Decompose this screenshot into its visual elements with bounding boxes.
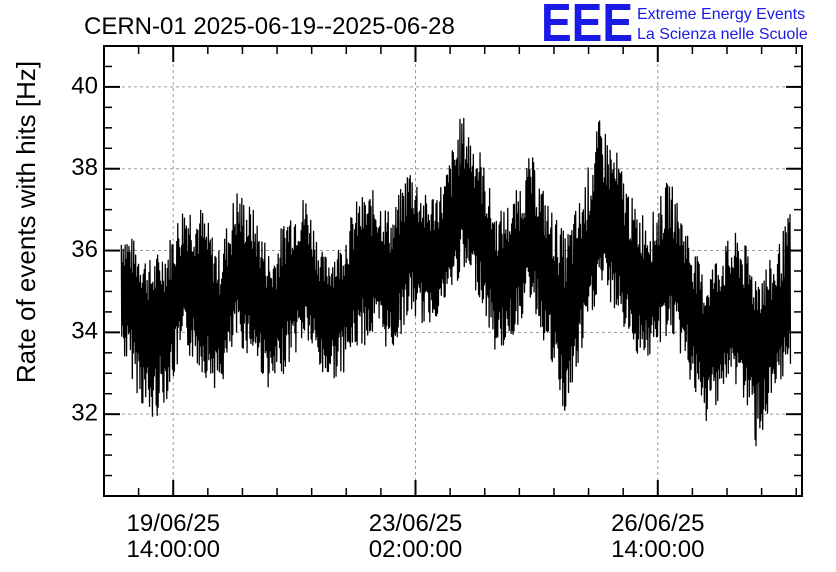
chart-title: CERN-01 2025-06-19--2025-06-28 [84, 13, 455, 40]
y-tick-label: 32 [71, 400, 98, 427]
y-tick-label: 36 [71, 236, 98, 263]
y-tick-label: 40 [71, 72, 98, 99]
y-axis-label: Rate of events with hits [Hz] [11, 61, 41, 383]
y-tick-label: 34 [71, 318, 98, 345]
eee-logo-mark: EEE [541, 0, 633, 53]
x-tick-date-label: 19/06/25 [127, 510, 220, 537]
x-tick-time-label: 14:00:00 [127, 536, 220, 563]
tick-layer [104, 45, 802, 496]
x-tick-date-label: 23/06/25 [369, 510, 462, 537]
y-tick-label: 38 [71, 154, 98, 181]
x-tick-date-label: 26/06/25 [611, 510, 704, 537]
eee-logo: EEE Extreme Energy Events La Scienza nel… [541, 0, 808, 53]
data-layer [120, 117, 792, 447]
rate-series-line [120, 117, 792, 447]
x-tick-time-label: 14:00:00 [611, 536, 704, 563]
label-layer: 323436384019/06/2514:00:0023/06/2502:00:… [71, 72, 704, 563]
logo-line-2: La Scienza nelle Scuole [637, 26, 808, 43]
x-tick-time-label: 02:00:00 [369, 536, 462, 563]
logo-line-1: Extreme Energy Events [637, 6, 805, 23]
